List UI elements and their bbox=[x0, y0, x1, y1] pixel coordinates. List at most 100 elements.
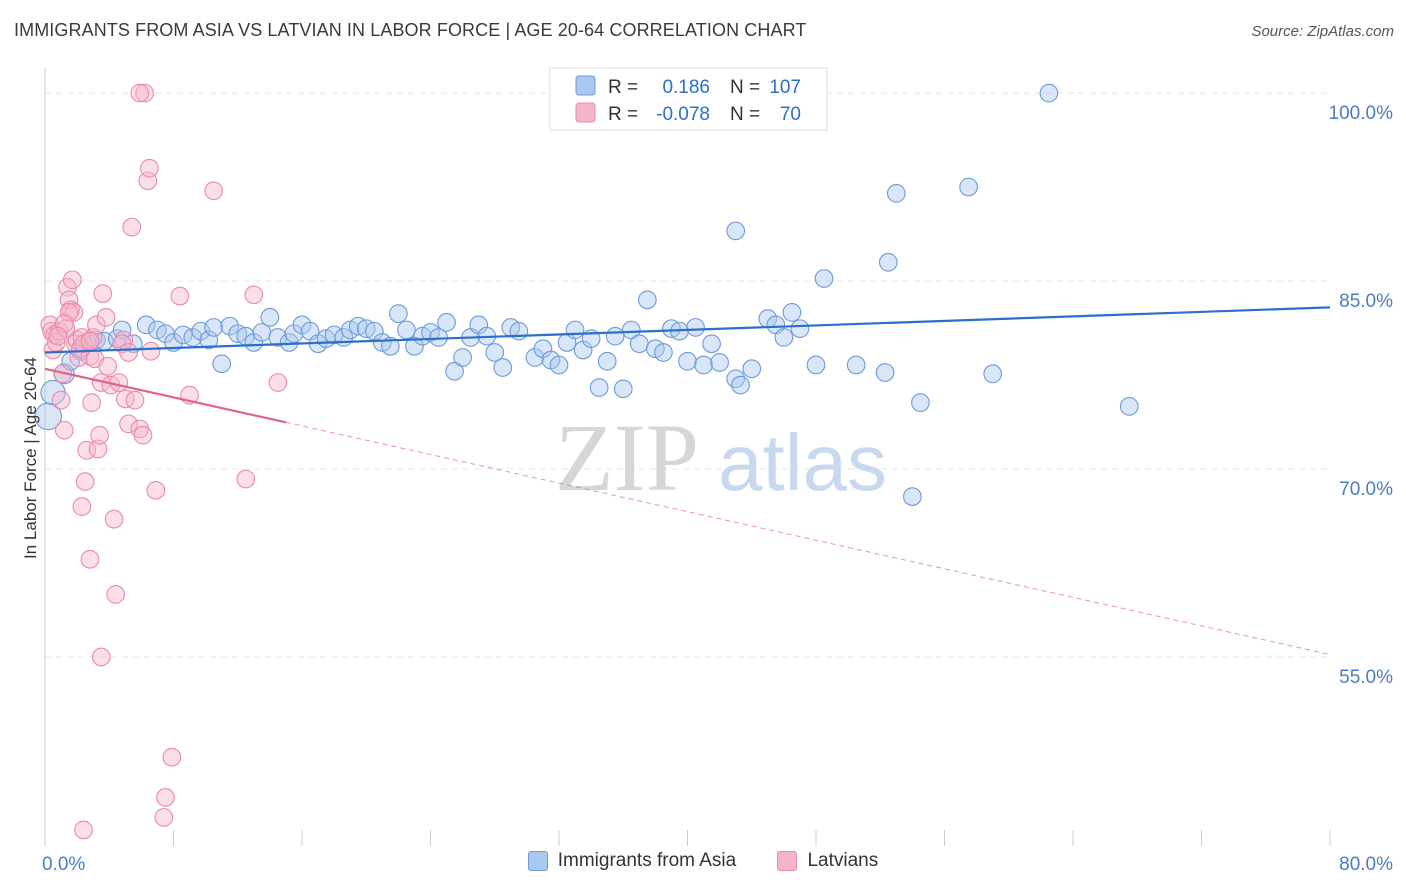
point-blue-19 bbox=[204, 318, 224, 337]
watermark-zip: ZIP bbox=[555, 404, 699, 511]
point-blue-10 bbox=[123, 334, 143, 354]
point-blue-26 bbox=[260, 308, 280, 327]
point-blue-88 bbox=[774, 328, 794, 347]
legend-item-latvians: Latvians bbox=[777, 850, 878, 872]
point-blue-89 bbox=[782, 303, 802, 322]
legend-r-label-pink: R = bbox=[608, 104, 638, 125]
y-tick-label-0: 100.0% bbox=[1329, 103, 1394, 124]
point-blue-66 bbox=[589, 378, 609, 397]
point-pink-29 bbox=[90, 425, 109, 445]
point-blue-78 bbox=[686, 318, 705, 337]
legend-n-label-blue: N = bbox=[730, 77, 760, 98]
point-blue-84 bbox=[742, 359, 762, 379]
trend-line-pink bbox=[44, 367, 287, 424]
point-blue-83 bbox=[731, 375, 750, 395]
legend-frame bbox=[549, 67, 828, 131]
point-pink-21 bbox=[75, 472, 95, 491]
point-blue-79 bbox=[694, 355, 713, 375]
point-blue-44 bbox=[405, 336, 424, 356]
point-blue-49 bbox=[445, 361, 464, 381]
point-blue-18 bbox=[199, 330, 219, 350]
legend-r-value-pink: -0.078 bbox=[656, 104, 710, 125]
point-pink-37 bbox=[109, 373, 129, 392]
point-blue-55 bbox=[493, 358, 513, 377]
points-layer bbox=[34, 82, 1139, 840]
chart-title: IMMIGRANTS FROM ASIA VS LATVIAN IN LABOR… bbox=[14, 20, 807, 40]
y-axis-label: In Labor Force | Age 20-64 bbox=[21, 357, 40, 559]
point-pink-66 bbox=[59, 303, 79, 322]
point-pink-39 bbox=[115, 389, 135, 409]
point-blue-57 bbox=[509, 321, 529, 341]
point-pink-62 bbox=[135, 83, 154, 103]
point-pink-13 bbox=[62, 270, 82, 290]
point-pink-56 bbox=[268, 373, 288, 392]
point-pink-49 bbox=[156, 788, 175, 807]
point-blue-95 bbox=[878, 252, 898, 272]
point-pink-6 bbox=[51, 390, 71, 410]
point-blue-100 bbox=[983, 364, 1003, 384]
legend-r-value-blue: 0.186 bbox=[662, 77, 710, 98]
point-blue-74 bbox=[654, 343, 673, 362]
point-blue-97 bbox=[903, 487, 922, 506]
point-blue-71 bbox=[629, 334, 649, 354]
axes-layer bbox=[44, 68, 1331, 846]
legend-r-label-blue: R = bbox=[608, 77, 638, 98]
point-pink-46 bbox=[141, 341, 161, 361]
watermark: ZIP atlas bbox=[555, 404, 887, 511]
point-blue-82 bbox=[726, 369, 746, 389]
point-pink-59 bbox=[91, 647, 111, 667]
point-pink-2 bbox=[43, 340, 63, 360]
point-blue-96 bbox=[886, 183, 906, 203]
point-blue-94 bbox=[875, 363, 895, 382]
tick-labels: 100.0% 85.0% 70.0% 55.0% 0.0% 80.0% bbox=[42, 103, 1393, 875]
point-pink-61 bbox=[119, 343, 138, 362]
y-tick-label-2: 70.0% bbox=[1339, 479, 1393, 500]
point-blue-101 bbox=[1039, 83, 1059, 103]
x-tick-label-0: 0.0% bbox=[42, 854, 85, 875]
point-blue-69 bbox=[613, 379, 633, 399]
trend-layer bbox=[44, 306, 1331, 655]
point-blue-21 bbox=[220, 316, 240, 336]
legend-n-label-pink: N = bbox=[730, 104, 760, 125]
point-blue-93 bbox=[846, 355, 866, 375]
point-blue-27 bbox=[268, 328, 288, 347]
point-pink-40 bbox=[119, 414, 138, 434]
source-label: Source: ZipAtlas.com bbox=[1251, 23, 1394, 40]
x-tick-label-1: 80.0% bbox=[1339, 854, 1393, 875]
point-blue-77 bbox=[678, 351, 697, 371]
point-blue-80 bbox=[702, 334, 721, 354]
point-pink-42 bbox=[125, 390, 145, 410]
point-blue-92 bbox=[814, 269, 834, 288]
point-pink-69 bbox=[80, 331, 100, 351]
point-blue-102 bbox=[1119, 397, 1139, 416]
point-blue-42 bbox=[389, 304, 408, 323]
point-blue-11 bbox=[136, 315, 156, 335]
watermark-atlas: atlas bbox=[718, 418, 887, 507]
point-blue-9 bbox=[112, 320, 132, 340]
point-pink-54 bbox=[236, 469, 256, 489]
legend-swatch-blue bbox=[575, 75, 596, 96]
point-pink-47 bbox=[140, 158, 159, 178]
point-pink-31 bbox=[93, 284, 113, 303]
point-blue-24 bbox=[244, 333, 264, 352]
point-pink-57 bbox=[72, 497, 92, 516]
y-tick-label-3: 55.0% bbox=[1339, 667, 1393, 688]
point-pink-48 bbox=[146, 480, 166, 500]
point-pink-44 bbox=[133, 425, 153, 445]
point-blue-61 bbox=[549, 355, 569, 375]
legend-swatch-asia bbox=[527, 851, 548, 871]
point-pink-65 bbox=[74, 820, 93, 840]
legend-swatch-pink bbox=[575, 102, 596, 123]
point-blue-41 bbox=[380, 336, 400, 356]
point-blue-63 bbox=[565, 320, 585, 340]
point-pink-33 bbox=[98, 356, 117, 376]
point-blue-68 bbox=[605, 326, 625, 346]
point-pink-58 bbox=[80, 549, 100, 569]
point-pink-51 bbox=[170, 286, 190, 306]
point-pink-64 bbox=[154, 808, 174, 827]
point-blue-28 bbox=[279, 333, 299, 352]
point-blue-67 bbox=[597, 351, 617, 371]
point-pink-50 bbox=[162, 747, 182, 767]
point-pink-55 bbox=[244, 285, 264, 305]
